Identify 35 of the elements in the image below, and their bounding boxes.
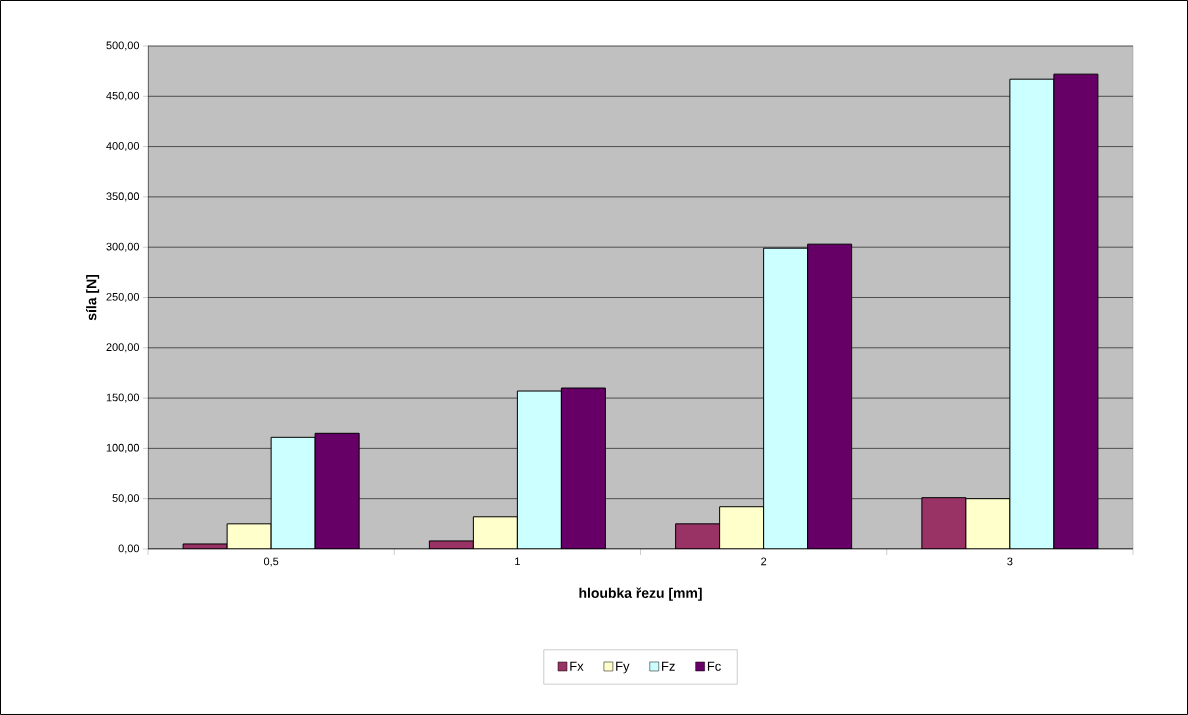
x-tick-label: 0,5 xyxy=(263,557,279,567)
bar xyxy=(921,497,967,549)
y-tick-label: 300,00 xyxy=(106,242,140,252)
y-tick-label: 400,00 xyxy=(106,142,140,152)
y-tick-label: 100,00 xyxy=(106,443,140,453)
x-tick-label: 1 xyxy=(515,557,520,566)
bar xyxy=(271,437,316,549)
bar xyxy=(763,248,808,549)
x-tick-label: 2 xyxy=(761,557,767,566)
y-axis-title: síla [N] xyxy=(86,275,100,321)
y-tick-label: 350,00 xyxy=(106,192,140,202)
x-tick-label: 3 xyxy=(1007,557,1013,566)
legend-label: Fx xyxy=(570,661,584,671)
y-tick-label: 250,00 xyxy=(106,292,140,303)
bar xyxy=(561,388,606,549)
bar xyxy=(315,433,360,549)
y-tick-label: 450,00 xyxy=(106,91,140,101)
bar xyxy=(1053,73,1099,549)
bar xyxy=(965,498,1011,549)
y-tick-label: 0,00 xyxy=(118,544,140,554)
bar xyxy=(227,523,272,549)
bar xyxy=(1009,78,1055,549)
bar xyxy=(675,523,720,549)
bar xyxy=(517,391,562,549)
legend-label: Fc xyxy=(707,661,721,671)
legend-label: Fz xyxy=(662,661,675,671)
bar xyxy=(473,516,518,549)
y-tick-label: 200,00 xyxy=(106,343,140,353)
bar xyxy=(719,506,764,549)
y-tick-label: 50,00 xyxy=(112,494,140,504)
y-tick-label: 150,00 xyxy=(106,393,140,403)
x-axis-title: hloubka řezu [mm] xyxy=(579,587,702,601)
y-tick-label: 500,00 xyxy=(106,41,140,51)
bar xyxy=(807,244,852,549)
legend-label: Fy xyxy=(616,661,630,674)
